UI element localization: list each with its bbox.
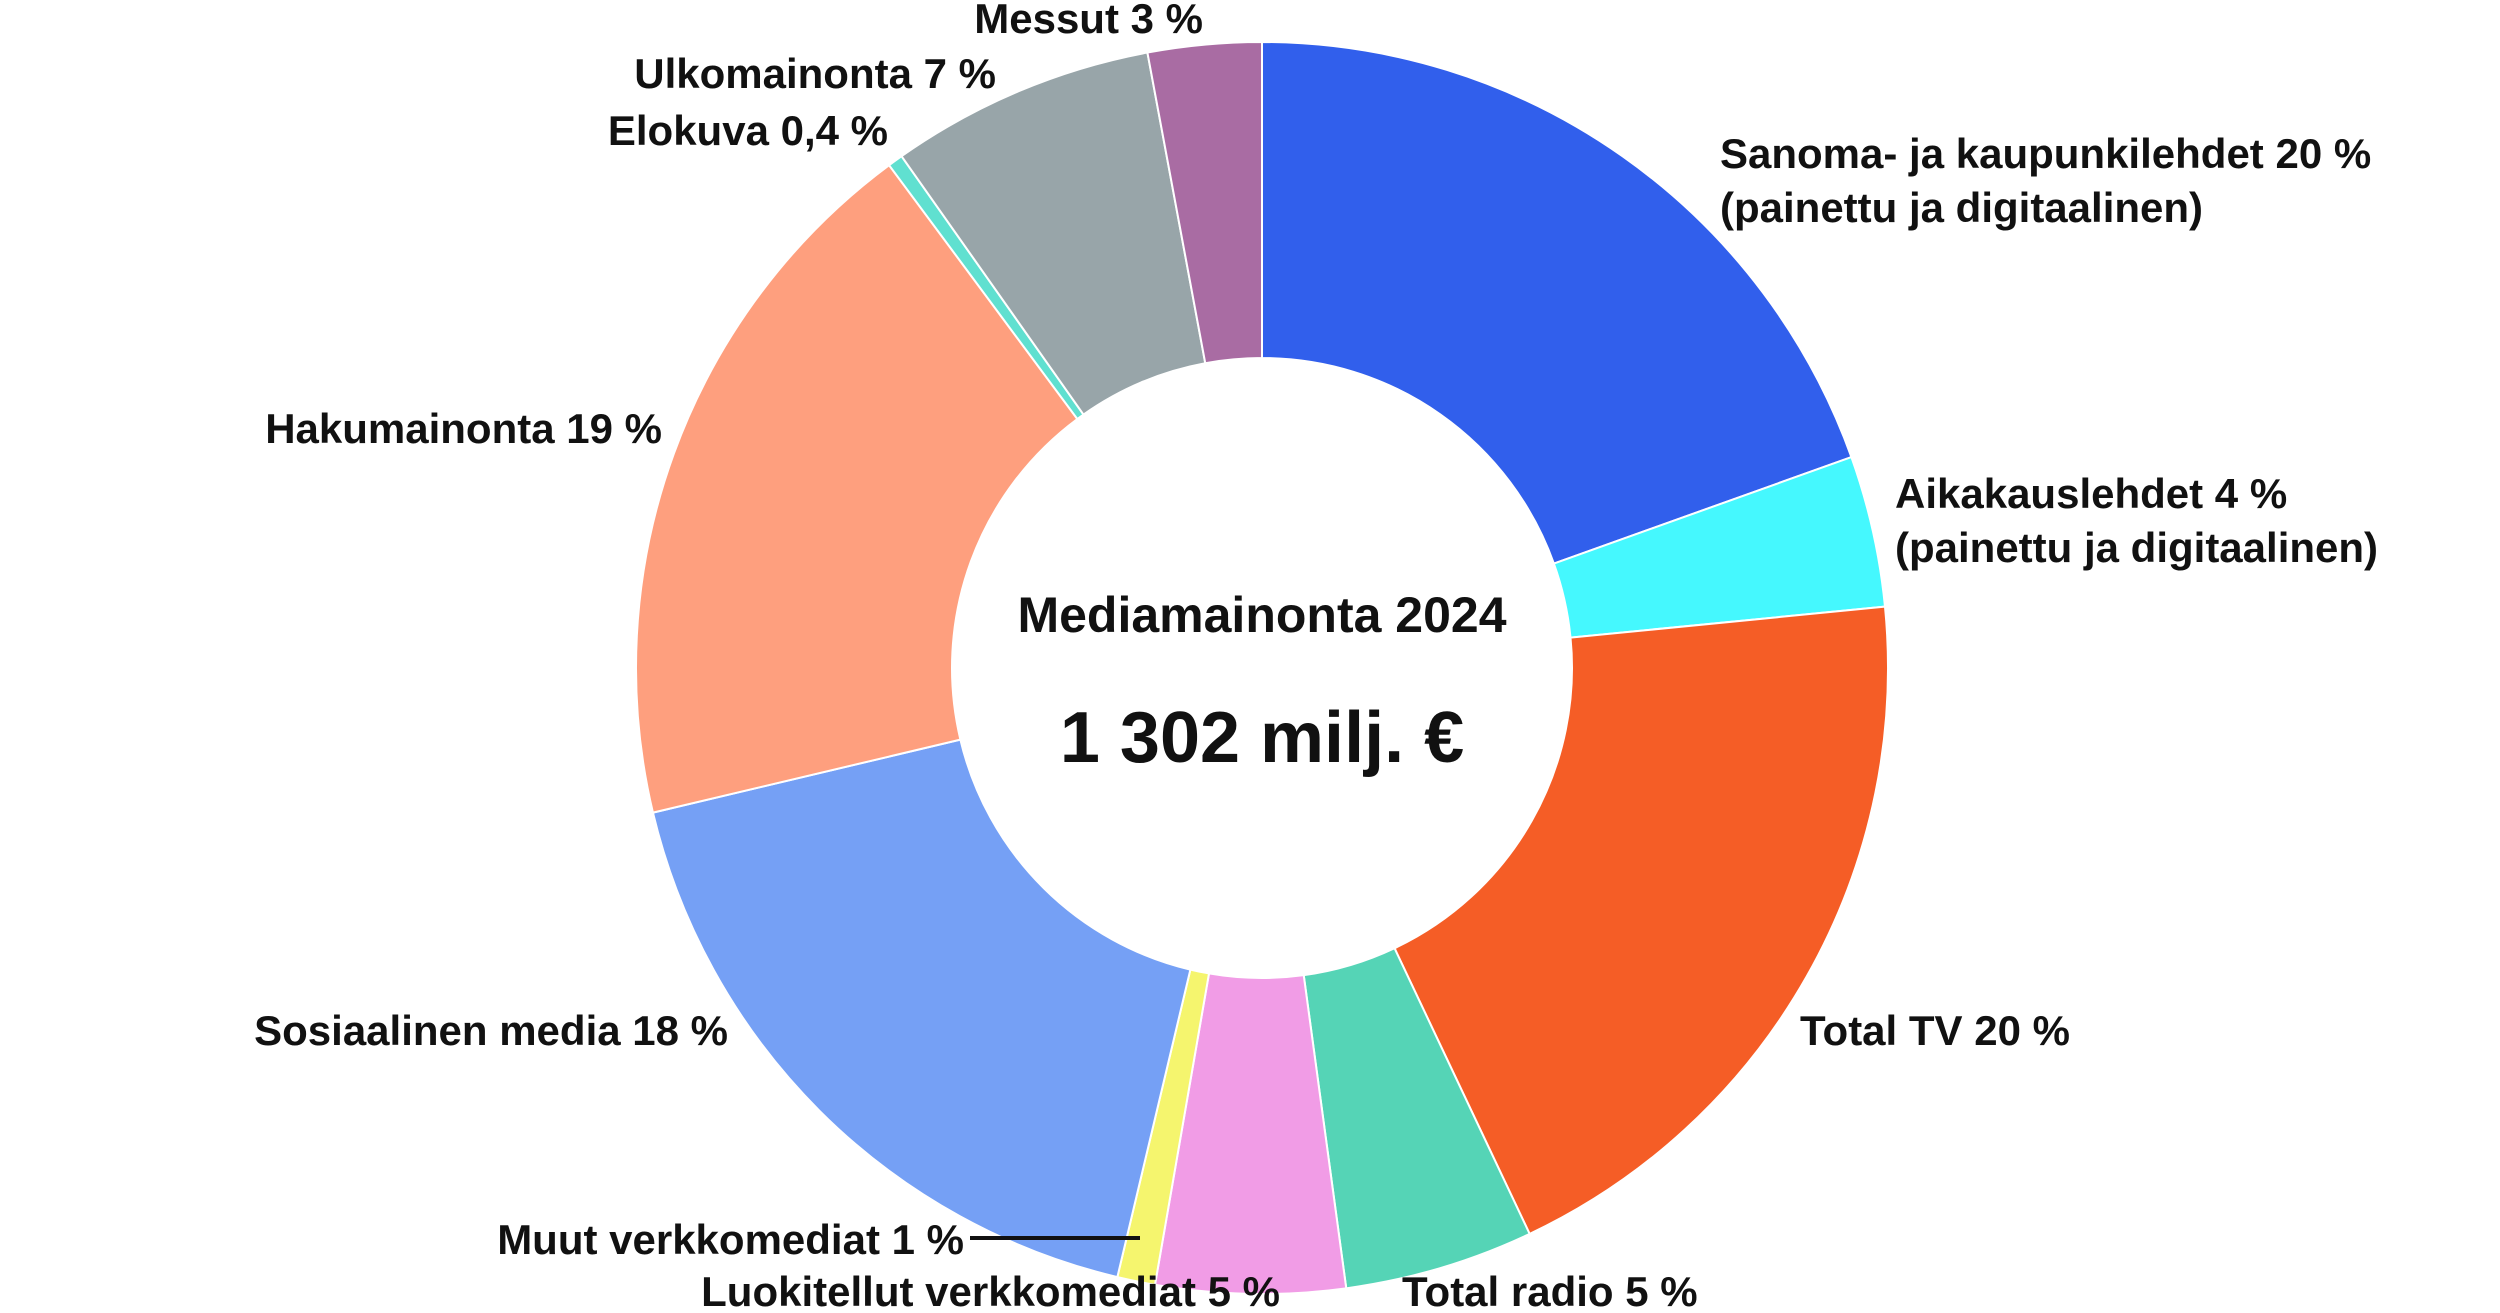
label-sosiaalinen-media: Sosiaalinen media 18 %	[254, 1007, 728, 1054]
label-sanoma: Sanoma- ja kaupunkilehdet 20 %	[1720, 130, 2371, 177]
label-elokuva: Elokuva 0,4 %	[608, 107, 888, 154]
slice-6	[651, 738, 1192, 1279]
label-ulkomainonta: Ulkomainonta 7 %	[634, 50, 996, 97]
label-luokitellut: Luokitellut verkkomediat 5 %	[701, 1268, 1280, 1313]
center-title: Mediamainonta 2024	[1017, 587, 1506, 643]
slice-0	[1261, 40, 1853, 565]
slice-10	[1146, 40, 1263, 365]
label-aikakauslehdet: Aikakauslehdet 4 %	[1895, 470, 2287, 517]
label-messut: Messut 3 %	[974, 0, 1203, 42]
slice-7	[635, 163, 1079, 814]
slice-2	[1393, 605, 1890, 1236]
label-hakumainonta: Hakumainonta 19 %	[265, 405, 662, 452]
center-value: 1 302 milj. €	[1060, 698, 1464, 778]
label-total-radio: Total radio 5 %	[1402, 1268, 1698, 1313]
label-total-tv: Total TV 20 %	[1800, 1007, 2070, 1054]
chart-slices	[635, 40, 1890, 1295]
label-sanoma-sub: (painettu ja digitaalinen)	[1720, 184, 2203, 231]
label-muut-verkkomediat: Muut verkkomediat 1 %	[497, 1216, 964, 1263]
label-aikakauslehdet-sub: (painettu ja digitaalinen)	[1895, 524, 2378, 571]
